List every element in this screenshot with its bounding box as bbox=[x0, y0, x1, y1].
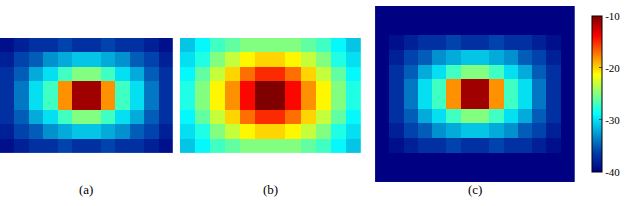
svg-text:-10: -10 bbox=[605, 10, 620, 22]
svg-text:-40: -40 bbox=[605, 166, 620, 178]
svg-text:(c): (c) bbox=[468, 182, 482, 197]
svg-text:-20: -20 bbox=[605, 62, 620, 74]
svg-text:(b): (b) bbox=[263, 182, 278, 197]
svg-text:-30: -30 bbox=[605, 114, 620, 126]
svg-text:(a): (a) bbox=[79, 182, 93, 197]
